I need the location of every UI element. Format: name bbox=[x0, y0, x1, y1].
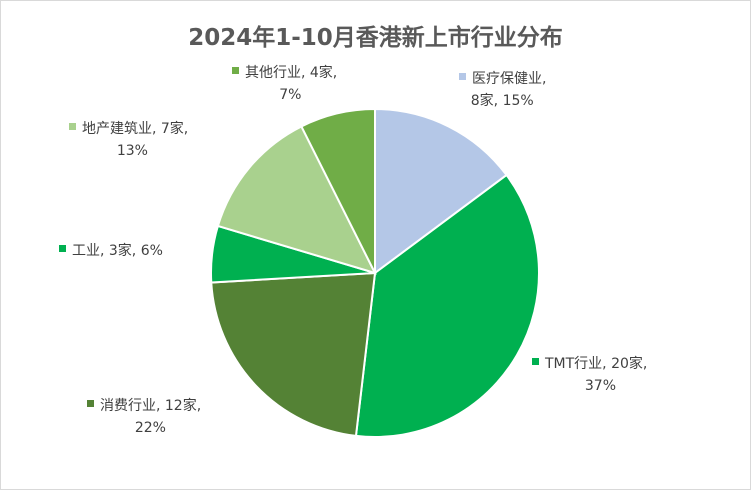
legend-key bbox=[69, 123, 76, 130]
slice-label-text: 医疗保健业, bbox=[472, 71, 546, 87]
slice-label-text: 7% bbox=[279, 87, 301, 103]
slice-label: 消费行业, 12家, 22% bbox=[87, 397, 201, 436]
slice-label: 其他行业, 4家, 7% bbox=[232, 64, 337, 103]
pie-slice bbox=[300, 107, 376, 274]
slice-label-text: 地产建筑业, 7家, bbox=[82, 120, 188, 137]
slice-label-text: 13% bbox=[117, 143, 148, 159]
chart-title: 2024年1-10月香港新上市行业分布 bbox=[188, 25, 563, 51]
pie-slice bbox=[210, 271, 377, 438]
slice-label-text: TMT行业, 20家, bbox=[544, 355, 647, 372]
pie-slice bbox=[216, 125, 377, 275]
slice-label: 工业, 3家, 6% bbox=[59, 242, 163, 259]
legend-key bbox=[532, 358, 539, 365]
slice-label-text: 其他行业, 4家, bbox=[245, 64, 337, 81]
slice-label-text: 22% bbox=[135, 420, 166, 436]
slice-label: TMT行业, 20家, 37% bbox=[532, 355, 647, 394]
pie-slice bbox=[374, 107, 508, 275]
pie-slice bbox=[354, 173, 540, 438]
slice-label: 地产建筑业, 7家, 13% bbox=[69, 120, 188, 159]
slice-label-text: 消费行业, 12家, bbox=[100, 397, 201, 414]
legend-key bbox=[232, 67, 239, 74]
legend-key bbox=[59, 245, 66, 252]
slice-label-text: 工业, 3家, 6% bbox=[72, 242, 163, 259]
slice-label-text: 37% bbox=[585, 378, 616, 394]
legend-key bbox=[87, 400, 94, 407]
legend-key bbox=[459, 73, 466, 80]
slice-label: 医疗保健业, 8家, 15% bbox=[459, 71, 546, 109]
slice-label-text: 8家, 15% bbox=[471, 92, 534, 109]
